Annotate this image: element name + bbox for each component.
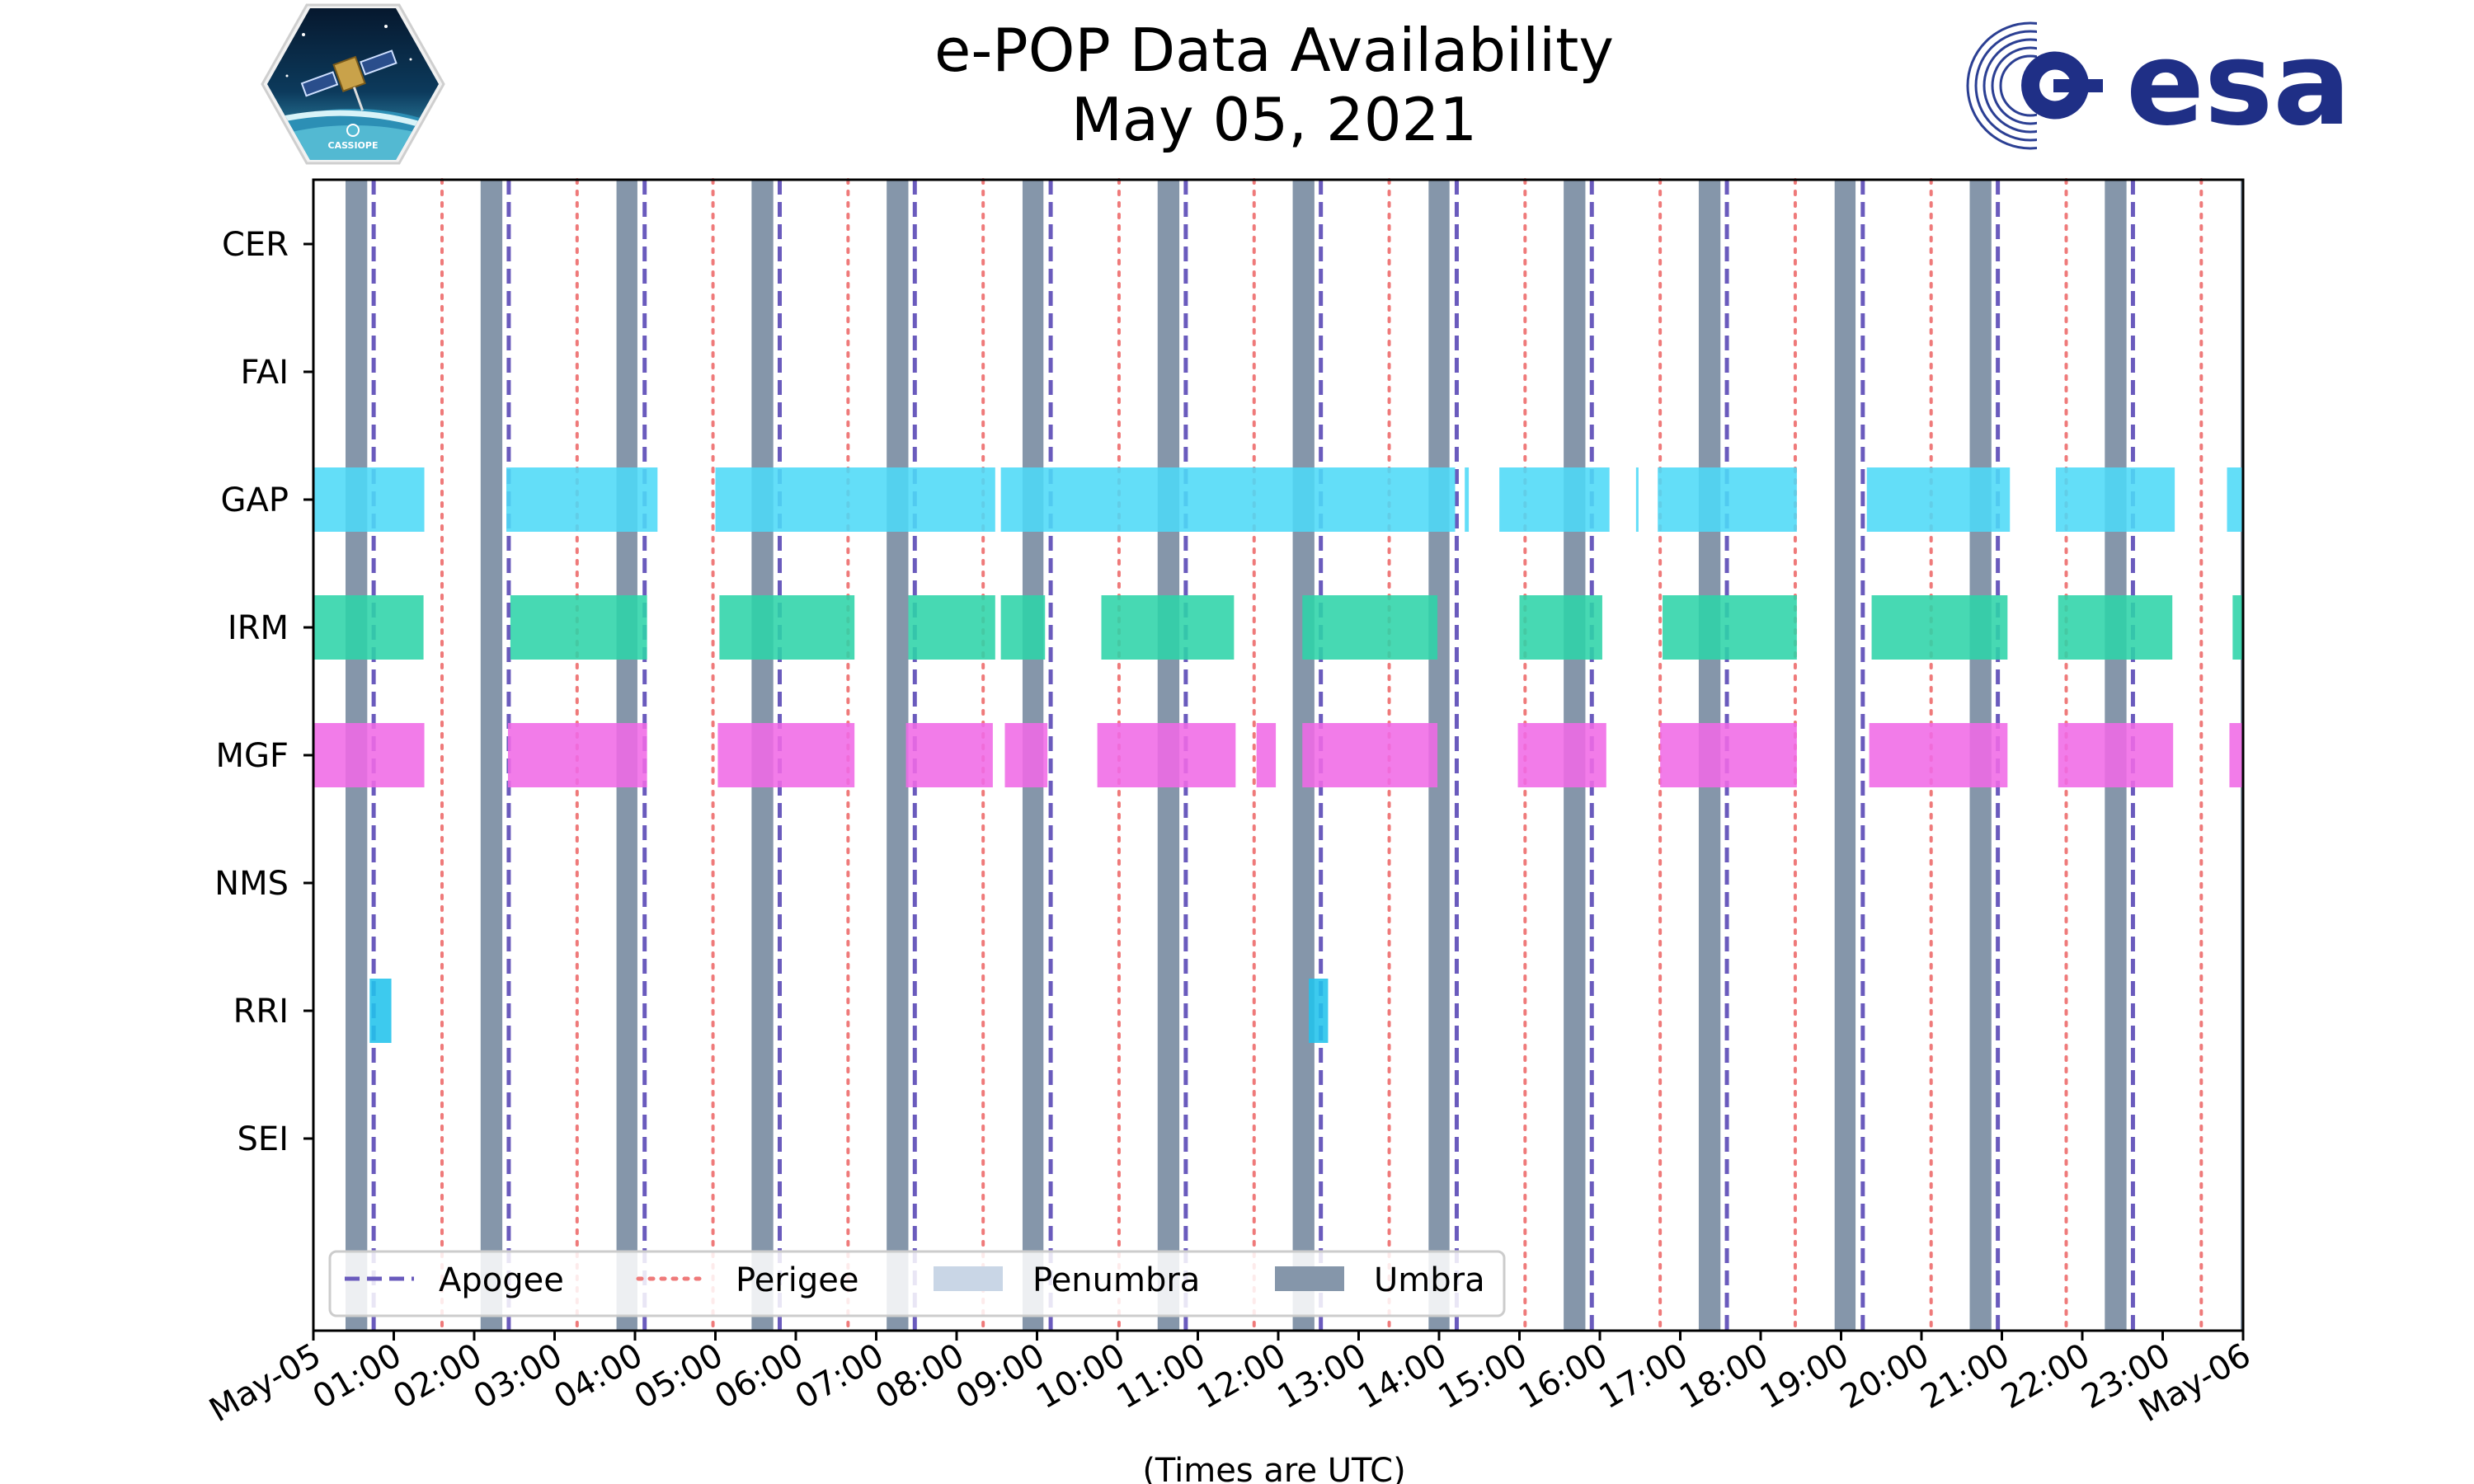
- bar-irm-9: [1871, 595, 2008, 660]
- bar-mgf-9: [1660, 723, 1797, 787]
- bar-gap-4: [1465, 467, 1470, 532]
- x-tick-label-5: 05:00: [628, 1336, 730, 1416]
- bar-mgf-2: [717, 723, 855, 787]
- x-tick-label-10: 10:00: [1030, 1336, 1131, 1416]
- x-tick-label-4: 04:00: [548, 1336, 649, 1416]
- y-axis: CER FAI GAP IRM MGF NMS RRI SEI: [214, 226, 313, 1158]
- x-tick-label-9: 09:00: [950, 1336, 1051, 1416]
- x-tick-label-17: 17:00: [1593, 1336, 1695, 1416]
- y-tick-label-fai: FAI: [241, 354, 289, 392]
- bar-irm-11: [2232, 595, 2243, 660]
- legend-penumbra-swatch: [934, 1266, 1003, 1291]
- bar-irm-4: [1000, 595, 1046, 660]
- y-tick-label-gap: GAP: [221, 481, 289, 519]
- bar-mgf-5: [1097, 723, 1236, 787]
- y-tick-label-nms: NMS: [214, 865, 289, 903]
- umbra-band-11: [1834, 180, 1856, 1331]
- bar-gap-2: [715, 467, 995, 532]
- x-tick-label-14: 14:00: [1352, 1336, 1453, 1416]
- bar-mgf-3: [905, 723, 993, 787]
- bar-mgf-8: [1517, 723, 1606, 787]
- esa-logo-text: esa: [2126, 17, 2351, 152]
- bar-gap-10: [2227, 467, 2243, 532]
- bar-mgf-0: [313, 723, 425, 787]
- x-tick-label-7: 07:00: [789, 1336, 891, 1416]
- y-tick-label-irm: IRM: [228, 609, 289, 647]
- bar-mgf-7: [1302, 723, 1438, 787]
- x-tick-label-11: 11:00: [1111, 1336, 1212, 1416]
- bar-irm-10: [2058, 595, 2173, 660]
- x-tick-label-21: 21:00: [1915, 1336, 2016, 1416]
- legend-apogee-label: Apogee: [439, 1261, 564, 1299]
- bar-gap-6: [1635, 467, 1639, 532]
- bar-gap-9: [2055, 467, 2175, 532]
- bar-rri-1: [1309, 979, 1329, 1043]
- x-tick-label-15: 15:00: [1432, 1336, 1534, 1416]
- umbra-band-1: [480, 180, 503, 1331]
- bar-irm-5: [1101, 595, 1235, 660]
- x-tick-label-20: 20:00: [1834, 1336, 1935, 1416]
- x-tick-label-3: 03:00: [468, 1336, 569, 1416]
- x-tick-label-16: 16:00: [1512, 1336, 1614, 1416]
- y-tick-label-sei: SEI: [238, 1120, 289, 1158]
- esa-swirl-icon: [1966, 16, 2103, 157]
- x-tick-label-12: 12:00: [1191, 1336, 1292, 1416]
- chart-title-line1: e-POP Data Availability: [934, 16, 1614, 85]
- bar-mgf-10: [1869, 723, 2008, 787]
- x-tick-label-8: 08:00: [869, 1336, 971, 1416]
- y-tick-label-mgf: MGF: [215, 737, 289, 775]
- apogee-layer: [371, 180, 2135, 1331]
- legend-perigee-label: Perigee: [736, 1261, 858, 1299]
- bar-gap-8: [1866, 467, 2011, 532]
- umbra-band-4: [887, 180, 909, 1331]
- bar-rri-0: [369, 979, 392, 1043]
- bar-mgf-1: [507, 723, 647, 787]
- x-axis-label: (Times are UTC): [1142, 1452, 1405, 1484]
- legend-penumbra-label: Penumbra: [1032, 1261, 1200, 1299]
- bar-irm-7: [1519, 595, 1602, 660]
- bar-mgf-12: [2229, 723, 2243, 787]
- bar-mgf-4: [1004, 723, 1048, 787]
- chart-title-line2: May 05, 2021: [1071, 85, 1477, 154]
- esa-logo: esa: [1966, 16, 2351, 157]
- legend-umbra-label: Umbra: [1374, 1261, 1485, 1299]
- x-tick-label-6: 06:00: [708, 1336, 810, 1416]
- bar-mgf-6: [1256, 723, 1277, 787]
- bar-gap-1: [506, 467, 658, 532]
- x-tick-label-13: 13:00: [1272, 1336, 1373, 1416]
- x-tick-label-18: 18:00: [1673, 1336, 1775, 1416]
- legend-frame: [328, 1250, 1506, 1317]
- y-tick-label-rri: RRI: [233, 993, 289, 1031]
- bar-irm-6: [1302, 595, 1438, 660]
- satellite-icon: [300, 49, 397, 111]
- bar-mgf-11: [2058, 723, 2174, 787]
- x-tick-label-22: 22:00: [1995, 1336, 2096, 1416]
- bar-gap-0: [313, 467, 425, 532]
- x-tick-label-2: 02:00: [387, 1336, 488, 1416]
- cassiope-logo-text: CASSIOPE: [328, 140, 379, 151]
- legend: Apogee Perigee Penumbra Umbra: [328, 1250, 1506, 1317]
- x-tick-label-19: 19:00: [1754, 1336, 1856, 1416]
- x-axis: May-0501:0002:0003:0004:0005:0006:0007:0…: [203, 1331, 2257, 1430]
- bar-gap-3: [1000, 467, 1456, 532]
- x-tick-label-1: 01:00: [307, 1336, 408, 1416]
- bar-gap-7: [1658, 467, 1797, 532]
- bar-irm-2: [719, 595, 855, 660]
- bar-irm-8: [1663, 595, 1797, 660]
- legend-umbra-swatch: [1275, 1266, 1344, 1291]
- bar-irm-3: [908, 595, 995, 660]
- y-tick-label-cer: CER: [222, 226, 289, 264]
- bar-irm-0: [313, 595, 424, 660]
- bar-gap-5: [1499, 467, 1610, 532]
- availability-bars: [313, 467, 2243, 1043]
- bar-irm-1: [510, 595, 647, 660]
